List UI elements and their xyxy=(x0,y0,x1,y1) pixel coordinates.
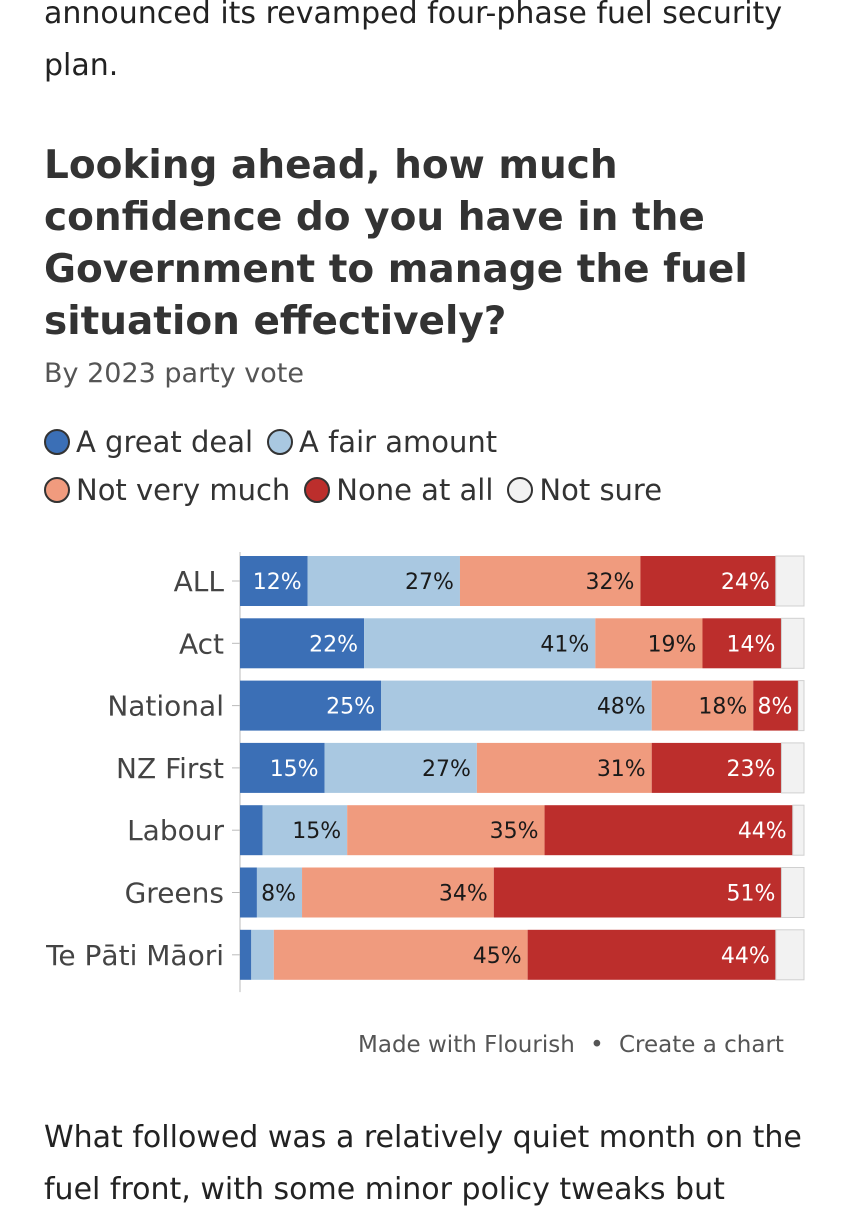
category-tick-label: National xyxy=(107,690,224,723)
bar-segment[interactable] xyxy=(544,805,793,856)
legend-label: A great deal xyxy=(76,425,254,459)
bar-segment[interactable] xyxy=(595,618,703,669)
article-intro-text: announced its revamped four-phase fuel s… xyxy=(44,0,783,83)
legend-item-not-sure[interactable]: Not sure xyxy=(507,473,662,507)
bar-segment[interactable] xyxy=(302,867,494,918)
bar-data-label: 41% xyxy=(540,632,589,657)
chart-title: Looking ahead, how much confidence do yo… xyxy=(44,143,748,344)
made-with-flourish-link[interactable]: Made with Flourish xyxy=(358,1032,575,1058)
bar-segment[interactable] xyxy=(651,742,782,793)
category-tick-label: Te Pāti Māori xyxy=(45,939,224,972)
bar-segment[interactable] xyxy=(240,680,381,731)
legend-item-not-very-much[interactable]: Not very much xyxy=(44,473,290,507)
bar-segment[interactable] xyxy=(240,556,308,606)
legend-item-none-at-all[interactable]: None at all xyxy=(304,473,493,507)
legend-label: Not sure xyxy=(539,473,663,507)
bar-segment[interactable] xyxy=(256,867,303,918)
bar-segment[interactable] xyxy=(775,929,805,981)
category-tick-label: Labour xyxy=(127,814,224,847)
bar-data-label: 15% xyxy=(270,757,319,782)
bar-data-label: 48% xyxy=(597,695,646,720)
legend-item-fair-amount[interactable]: A fair amount xyxy=(267,425,497,459)
bar-segment[interactable] xyxy=(240,929,252,980)
chart-subtitle: By 2023 party vote xyxy=(44,358,305,389)
chart-footer: Made with Flourish • Create a chart xyxy=(358,1032,792,1058)
bar-data-label: 34% xyxy=(439,882,488,907)
bar-segment[interactable] xyxy=(364,618,596,669)
category-tick-label: Greens xyxy=(125,877,224,910)
legend-label: Not very much xyxy=(76,473,291,507)
bar-segment[interactable] xyxy=(262,805,348,856)
bar-segment[interactable] xyxy=(702,618,782,669)
legend-item-great-deal[interactable]: A great deal xyxy=(44,425,253,459)
bar-data-label: 27% xyxy=(405,570,454,595)
legend-swatch-icon xyxy=(44,477,70,503)
bar-data-label: 12% xyxy=(253,570,302,595)
bar-data-label: 8% xyxy=(757,695,792,720)
bar-data-label: 51% xyxy=(727,882,776,907)
legend-label: A fair amount xyxy=(299,425,498,459)
bar-segment[interactable] xyxy=(273,929,528,980)
article-next-text: What followed was a relatively quiet mon… xyxy=(44,1120,802,1207)
bar-segment[interactable] xyxy=(640,556,776,606)
bar-data-label: 44% xyxy=(721,944,770,969)
legend-swatch-icon xyxy=(44,429,70,455)
bar-segment[interactable] xyxy=(240,618,365,669)
bar-data-label: 45% xyxy=(473,944,522,969)
bar-segment[interactable] xyxy=(527,929,776,980)
bar-segment[interactable] xyxy=(251,929,274,980)
bar-segment[interactable] xyxy=(240,742,325,793)
bar-segment[interactable] xyxy=(780,867,805,918)
legend-swatch-icon xyxy=(267,429,294,455)
category-tick-label: NZ First xyxy=(116,752,224,785)
bar-segment[interactable] xyxy=(240,867,257,918)
bar-data-label: 19% xyxy=(648,632,697,657)
bar-segment[interactable] xyxy=(780,742,805,794)
bar-data-label: 44% xyxy=(738,819,787,844)
bar-data-label: 8% xyxy=(261,882,296,907)
bar-data-label: 25% xyxy=(326,695,375,720)
bar-data-label: 27% xyxy=(422,757,471,782)
bar-segment[interactable] xyxy=(324,742,477,793)
bar-segment[interactable] xyxy=(381,680,652,731)
bar-data-label: 18% xyxy=(698,695,747,720)
bar-segment[interactable] xyxy=(459,556,641,606)
chart-legend: A great deal A fair amount Not very much… xyxy=(44,418,824,514)
bar-segment[interactable] xyxy=(780,617,805,669)
legend-swatch-icon xyxy=(304,477,331,503)
bar-segment[interactable] xyxy=(307,556,460,606)
bar-segment[interactable] xyxy=(753,680,799,731)
bar-data-label: 31% xyxy=(597,757,646,782)
bar-data-label: 23% xyxy=(727,757,776,782)
bar-segment[interactable] xyxy=(797,680,805,732)
legend-swatch-icon xyxy=(507,477,534,503)
bar-segment[interactable] xyxy=(651,680,754,731)
bar-segment[interactable] xyxy=(347,805,545,856)
category-tick-label: Act xyxy=(179,627,224,660)
footer-separator: • xyxy=(590,1032,604,1058)
bar-data-label: 35% xyxy=(490,819,539,844)
bar-data-label: 24% xyxy=(721,570,770,595)
bar-data-label: 15% xyxy=(292,819,341,844)
bar-segment[interactable] xyxy=(493,867,782,918)
stacked-bar-chart: ALL 12% 27% 32% 24% Act 22% 41% 19% 14% National 25… xyxy=(45,552,805,993)
bar-segment[interactable] xyxy=(792,804,805,856)
bar-segment[interactable] xyxy=(775,555,805,607)
bar-segment[interactable] xyxy=(240,805,263,856)
bar-data-label: 32% xyxy=(586,570,635,595)
create-chart-link[interactable]: Create a chart xyxy=(619,1032,784,1058)
legend-label: None at all xyxy=(336,473,494,507)
bar-data-label: 22% xyxy=(309,632,358,657)
bar-segment[interactable] xyxy=(476,742,652,793)
category-tick-label: ALL xyxy=(174,565,225,598)
bar-data-label: 14% xyxy=(727,632,776,657)
